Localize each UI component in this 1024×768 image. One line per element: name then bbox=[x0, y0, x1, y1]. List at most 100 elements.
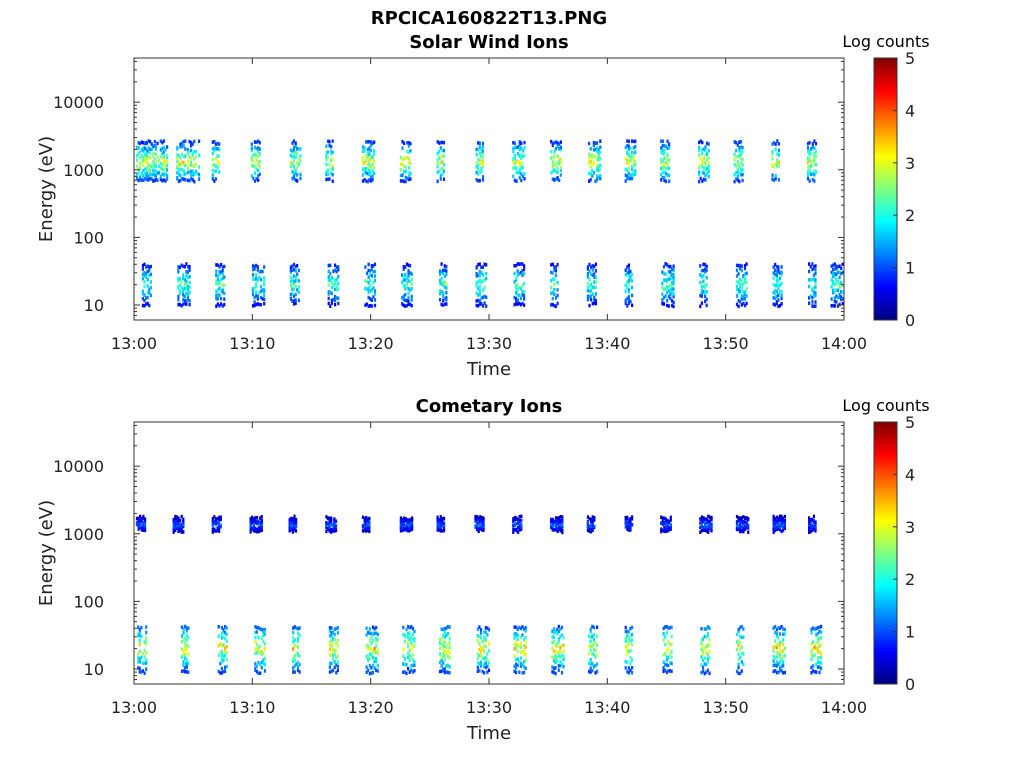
spectrogram-cell bbox=[164, 165, 167, 169]
spectrogram-cell bbox=[513, 153, 516, 158]
spectrogram-cell bbox=[253, 303, 256, 308]
spectrogram-cell bbox=[327, 301, 330, 306]
spectrogram-cell bbox=[333, 665, 336, 670]
spectrogram-cell bbox=[780, 529, 783, 534]
spectrogram-cell bbox=[177, 302, 180, 307]
spectrogram-cell bbox=[186, 292, 190, 297]
spectrogram-cell bbox=[816, 646, 819, 650]
spectrogram-cell bbox=[741, 178, 744, 183]
spectrogram-cell bbox=[402, 274, 405, 279]
spectrogram-cell bbox=[216, 147, 219, 151]
spectrogram-cell bbox=[516, 293, 519, 297]
spectrogram-cell bbox=[554, 163, 558, 168]
spectrogram-cell bbox=[737, 299, 740, 303]
spectrogram-cell bbox=[516, 657, 519, 661]
spectrogram-cell bbox=[808, 179, 811, 183]
spectrogram-cell bbox=[481, 157, 485, 162]
spectrogram-cell bbox=[370, 636, 373, 640]
spectrogram-cell bbox=[556, 280, 559, 285]
spectrogram-cell bbox=[665, 658, 668, 662]
spectrogram-cell bbox=[820, 643, 823, 647]
spectrogram-cell bbox=[554, 653, 557, 658]
spectrogram-cell bbox=[407, 150, 410, 154]
spectrogram-cell bbox=[708, 626, 711, 630]
spectrogram-cell bbox=[224, 669, 227, 673]
spectrogram-cell bbox=[740, 669, 743, 673]
spectrogram-cell bbox=[707, 530, 710, 534]
spectrogram-cell bbox=[704, 291, 707, 295]
spectrogram-cell bbox=[808, 164, 811, 169]
spectrogram-cell bbox=[180, 640, 184, 644]
spectrogram-cell bbox=[375, 644, 378, 648]
spectrogram-cell bbox=[553, 519, 556, 524]
spectrogram-cell bbox=[485, 276, 488, 281]
spectrogram-cell bbox=[211, 530, 214, 534]
spectrogram-cell bbox=[551, 655, 554, 659]
spectrogram-cell bbox=[211, 519, 214, 524]
spectrogram-cell bbox=[337, 301, 340, 306]
spectrogram-cell bbox=[368, 140, 371, 144]
spectrogram-cell bbox=[666, 162, 669, 167]
spectrogram-cell bbox=[745, 287, 748, 291]
spectrogram-cell bbox=[481, 273, 485, 277]
spectrogram-cell bbox=[594, 655, 597, 659]
spectrogram-cell bbox=[177, 516, 180, 520]
spectrogram-cell bbox=[661, 159, 664, 163]
spectrogram-cell bbox=[669, 283, 672, 288]
spectrogram-cell bbox=[408, 631, 411, 635]
spectrogram-cell bbox=[216, 277, 219, 282]
spectrogram-cell bbox=[262, 658, 265, 662]
spectrogram-cell bbox=[512, 174, 515, 179]
spectrogram-cell bbox=[445, 626, 448, 630]
spectrogram-cell bbox=[663, 175, 666, 180]
spectrogram-cell bbox=[519, 635, 522, 640]
spectrogram-cell bbox=[518, 176, 521, 180]
spectrogram-cell bbox=[330, 280, 333, 285]
spectrogram-cell bbox=[557, 654, 560, 658]
spectrogram-cell bbox=[558, 527, 561, 532]
spectrogram-cell bbox=[661, 151, 664, 155]
spectrogram-cell bbox=[661, 298, 664, 302]
spectrogram-cell bbox=[289, 292, 292, 297]
spectrogram-cell bbox=[554, 269, 558, 273]
spectrogram-cell bbox=[699, 293, 702, 298]
spectrogram-cell bbox=[774, 624, 777, 629]
spectrogram-cell bbox=[743, 524, 747, 529]
spectrogram-cell bbox=[224, 636, 227, 641]
spectrogram-cell bbox=[624, 516, 627, 521]
spectrogram-cell bbox=[560, 671, 564, 675]
spectrogram-cell bbox=[154, 159, 157, 164]
x-tick-label: 13:20 bbox=[348, 334, 394, 353]
spectrogram-cell bbox=[436, 521, 439, 526]
spectrogram-cell bbox=[554, 657, 557, 661]
spectrogram-cell bbox=[335, 296, 338, 300]
spectrogram-cell bbox=[778, 626, 782, 630]
spectrogram-cell bbox=[777, 662, 780, 666]
spectrogram-cell bbox=[292, 287, 296, 292]
spectrogram-cell bbox=[364, 303, 367, 307]
spectrogram-cell bbox=[521, 154, 524, 158]
spectrogram-cell bbox=[484, 626, 487, 630]
spectrogram-cell bbox=[222, 654, 225, 659]
spectrogram-cell bbox=[179, 526, 182, 531]
spectrogram-cell bbox=[191, 178, 194, 182]
spectrogram-cell bbox=[292, 670, 295, 674]
spectrogram-cell bbox=[333, 637, 336, 642]
spectrogram-cell bbox=[402, 662, 405, 666]
spectrogram-cell bbox=[739, 281, 742, 286]
spectrogram-cell bbox=[518, 170, 521, 175]
spectrogram-cell bbox=[479, 627, 483, 632]
spectrogram-cell bbox=[325, 521, 328, 525]
spectrogram-cell bbox=[599, 174, 602, 178]
spectrogram-cell bbox=[294, 284, 297, 288]
spectrogram-cell bbox=[191, 163, 194, 168]
spectrogram-cell bbox=[328, 640, 331, 645]
spectrogram-cell bbox=[174, 520, 177, 525]
spectrogram-cell bbox=[562, 654, 565, 659]
spectrogram-cell bbox=[515, 516, 518, 520]
spectrogram-cell bbox=[296, 639, 300, 644]
spectrogram-cell bbox=[557, 639, 560, 644]
spectrogram-cell bbox=[835, 278, 838, 282]
spectrogram-cell bbox=[588, 669, 591, 674]
